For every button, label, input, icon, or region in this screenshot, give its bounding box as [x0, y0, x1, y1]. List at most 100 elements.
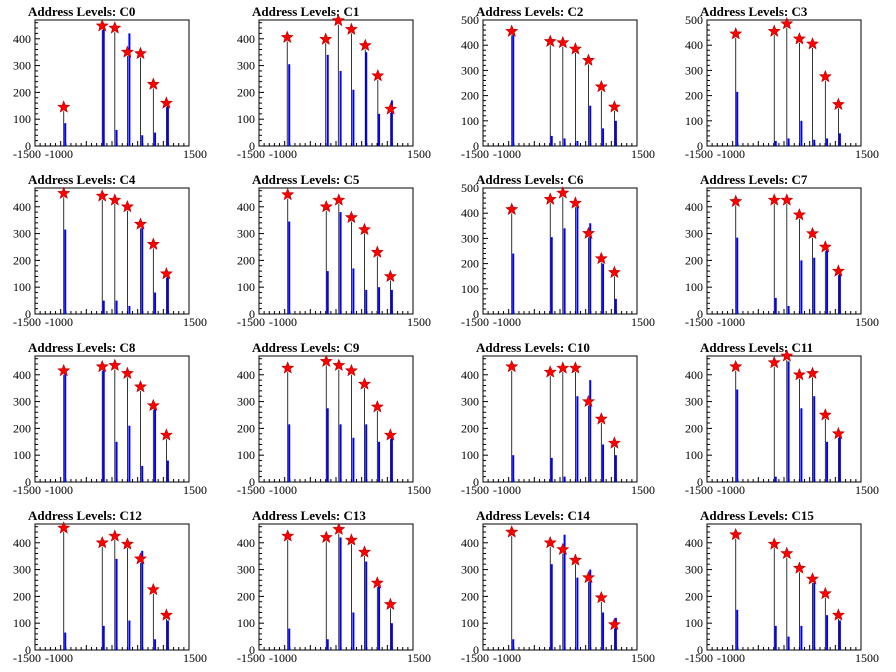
- y-tick-label: 300: [461, 231, 479, 245]
- chart-title: Address Levels: C14: [476, 508, 590, 523]
- y-tick-label: 300: [461, 563, 479, 577]
- x-tick-label: -1500: [237, 483, 265, 497]
- x-tick-label: -1500: [461, 147, 489, 161]
- bar: [288, 64, 291, 146]
- peak-marker: [806, 572, 819, 585]
- plot-frame: [34, 355, 190, 483]
- peak-marker: [831, 426, 845, 440]
- plot-frame: [258, 355, 414, 483]
- bar: [166, 460, 169, 482]
- chart-panel: Address Levels: C3 0 100 200 300 400 500 -1500-…: [672, 0, 896, 168]
- peak-marker: [767, 24, 781, 37]
- y-tick-label: 400: [237, 200, 255, 214]
- y-tick-label: 0: [249, 307, 255, 321]
- x-tick-label: 1500: [183, 651, 207, 665]
- x-tick-label: -1500: [13, 147, 41, 161]
- peak-marker: [543, 535, 557, 549]
- peak-marker: [505, 24, 519, 37]
- bar: [115, 558, 118, 650]
- bar: [576, 396, 579, 482]
- peak-marker: [792, 207, 806, 221]
- plot-frame: [482, 19, 638, 147]
- peak-marker: [159, 96, 173, 109]
- peak-marker: [543, 192, 557, 205]
- y-tick-label: 400: [13, 32, 31, 46]
- bar: [115, 129, 118, 146]
- bar: [154, 292, 157, 314]
- bar: [826, 615, 829, 650]
- chart-svg: 0 100 200 300 400 -1500 -1000 1500: [685, 187, 879, 329]
- x-tick-label: -1000: [45, 651, 73, 665]
- y-tick-label: 0: [697, 475, 703, 489]
- peak-marker: [594, 412, 608, 425]
- bar: [378, 287, 381, 314]
- peak-marker: [134, 379, 147, 393]
- bar: [826, 249, 829, 314]
- bar: [166, 103, 169, 146]
- chart-panel: Address Levels: C4 0 100 200 300 400 -1500 -100…: [0, 168, 224, 336]
- x-tick-label: -1500: [685, 651, 713, 665]
- plot-frame: [258, 19, 414, 147]
- peak-marker: [159, 266, 173, 280]
- y-tick-label: 400: [13, 368, 31, 382]
- bar: [614, 455, 617, 482]
- bar: [838, 133, 841, 146]
- x-tick-label: -1000: [269, 147, 297, 161]
- peak-marker: [607, 100, 621, 113]
- bar: [736, 609, 739, 650]
- peak-marker: [607, 265, 621, 278]
- bar: [826, 138, 829, 146]
- peak-marker: [582, 226, 595, 239]
- peak-marker: [370, 245, 384, 258]
- chart-svg: 0 100 200 300 400 -1500 -1000 1500: [237, 354, 431, 497]
- plot-frame: [482, 187, 638, 315]
- chart-svg: 0 100 200 300 400 -1500 -1000 1500: [13, 186, 207, 329]
- bar: [736, 91, 739, 146]
- bar: [512, 639, 515, 650]
- y-tick-label: 200: [237, 85, 255, 99]
- peak-marker: [280, 30, 294, 43]
- y-tick-label: 100: [461, 448, 479, 462]
- bar: [102, 300, 105, 314]
- bar: [352, 89, 355, 146]
- peak-marker: [108, 529, 122, 542]
- y-tick-label: 200: [685, 589, 703, 603]
- y-tick-label: 0: [25, 139, 31, 153]
- bar: [589, 380, 592, 482]
- peak-marker: [818, 69, 832, 83]
- peak-marker: [344, 22, 358, 35]
- x-tick-label: -1500: [13, 651, 41, 665]
- bar: [390, 436, 393, 482]
- chart-panel: Address Levels: C15 0 100 200 300 400 -1500 -10…: [672, 504, 896, 672]
- bar: [512, 253, 515, 314]
- y-tick-label: 300: [461, 63, 479, 77]
- bar: [326, 639, 329, 650]
- y-tick-label: 100: [461, 114, 479, 128]
- peak-marker: [332, 522, 346, 535]
- peak-marker: [607, 617, 621, 631]
- y-tick-label: 400: [237, 368, 255, 382]
- bar: [64, 632, 67, 650]
- bar: [614, 617, 617, 650]
- peak-marker: [767, 193, 781, 206]
- peak-marker: [767, 355, 781, 369]
- bar: [128, 33, 131, 147]
- chart-panel: Address Levels: C9 0 100 200 300 400 -1500 -100…: [224, 336, 448, 504]
- y-tick-label: 0: [473, 475, 479, 489]
- bar: [774, 140, 777, 146]
- bar: [800, 260, 803, 314]
- bar: [838, 620, 841, 650]
- bar: [339, 212, 342, 314]
- peak-marker: [120, 199, 134, 213]
- chart-title: Address Levels: C7: [700, 172, 808, 187]
- peak-marker: [607, 436, 621, 449]
- bar: [813, 396, 816, 482]
- peak-marker: [134, 46, 147, 60]
- peak-marker: [568, 196, 582, 209]
- y-tick-label: 0: [697, 643, 703, 657]
- y-tick-label: 100: [237, 616, 255, 630]
- chart-title: Address Levels: C2: [476, 4, 584, 19]
- chart-panel: Address Levels: C2 0 100 200 300 400 500 -1500-…: [448, 0, 672, 168]
- peak-marker: [806, 366, 819, 379]
- x-tick-label: -1000: [493, 147, 521, 161]
